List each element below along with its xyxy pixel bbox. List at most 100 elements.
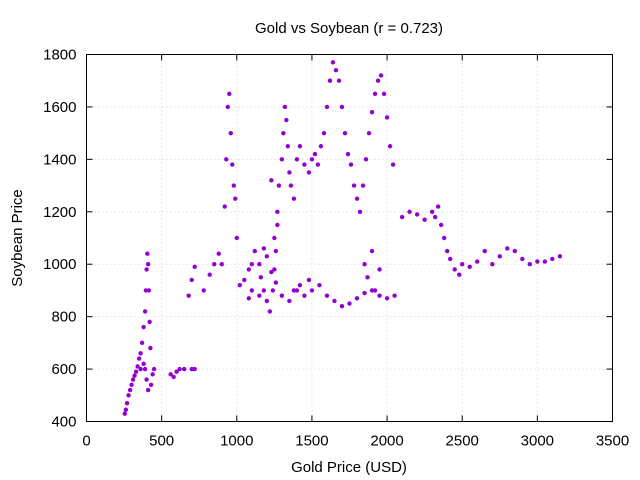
data-point: [535, 259, 540, 264]
data-point: [366, 130, 372, 136]
data-point: [123, 407, 129, 412]
data-point: [297, 282, 303, 288]
data-point: [287, 298, 292, 304]
data-point: [227, 91, 232, 97]
data-point: [272, 267, 277, 272]
data-point: [363, 157, 369, 162]
data-point: [348, 162, 354, 167]
data-point: [381, 91, 387, 97]
data-point: [233, 196, 238, 201]
data-point: [441, 235, 447, 241]
data-point: [482, 248, 487, 254]
data-point: [527, 262, 533, 267]
data-point: [447, 256, 453, 262]
data-point: [219, 262, 224, 267]
data-point: [146, 288, 152, 293]
y-tick-label: 800: [51, 309, 76, 326]
data-point: [212, 262, 217, 267]
data-point: [281, 130, 286, 136]
data-point: [452, 267, 457, 272]
data-point: [342, 130, 348, 136]
data-point: [467, 264, 472, 270]
data-point: [275, 209, 280, 214]
x-tick-label: 1500: [295, 433, 328, 450]
data-point: [141, 324, 146, 330]
data-point: [317, 282, 322, 288]
data-point: [249, 262, 255, 267]
data-point: [201, 288, 206, 293]
data-point: [512, 248, 518, 254]
data-point: [557, 254, 563, 259]
data-point: [354, 196, 360, 201]
data-point: [135, 364, 140, 369]
x-tick-label: 500: [149, 433, 174, 450]
data-point: [302, 162, 307, 167]
data-point: [321, 130, 327, 136]
data-point: [336, 78, 342, 83]
y-tick-label: 1600: [43, 99, 76, 116]
data-point: [270, 288, 276, 293]
data-point: [273, 248, 279, 254]
data-point: [384, 115, 390, 120]
data-point: [520, 256, 525, 262]
y-tick-label: 1400: [43, 151, 76, 168]
data-point: [258, 275, 264, 280]
data-point: [177, 366, 182, 372]
data-point: [279, 293, 285, 298]
data-point: [375, 78, 381, 83]
data-point: [497, 254, 502, 259]
data-point: [189, 366, 194, 372]
grid: [86, 54, 613, 422]
data-point: [192, 366, 197, 372]
data-point: [228, 130, 233, 136]
data-point: [384, 296, 390, 301]
data-point: [124, 400, 130, 406]
data-point: [145, 251, 150, 256]
data-point: [249, 288, 255, 293]
data-point: [294, 288, 300, 293]
data-point: [438, 222, 444, 228]
data-point: [181, 366, 187, 372]
data-point: [365, 275, 370, 280]
data-point: [168, 372, 173, 377]
data-point: [306, 170, 312, 175]
data-point: [378, 73, 384, 78]
axis-ticks: 0 500 1000 1500 2000 2500 3000 3500 400 600 800 100…: [43, 47, 629, 450]
data-point: [330, 60, 336, 65]
data-point: [269, 178, 274, 183]
data-point: [354, 296, 360, 301]
y-tick-label: 600: [51, 361, 76, 378]
data-point: [287, 170, 292, 175]
y-axis-label: Soybean Price: [9, 189, 26, 287]
data-point: [390, 162, 396, 167]
data-point: [284, 117, 289, 123]
data-point: [444, 248, 450, 254]
data-point: [362, 262, 367, 267]
data-point: [324, 104, 330, 110]
data-point: [306, 277, 312, 283]
data-point: [230, 162, 235, 167]
y-tick-label: 400: [51, 414, 76, 431]
data-point: [414, 212, 420, 217]
data-point: [345, 151, 351, 157]
data-point: [327, 78, 333, 83]
data-point: [357, 209, 363, 214]
y-tick-label: 1000: [43, 256, 76, 273]
data-point: [122, 411, 128, 416]
data-point: [189, 277, 194, 283]
data-point: [132, 373, 137, 378]
data-point: [257, 262, 262, 267]
data-point: [171, 374, 176, 380]
data-point: [127, 387, 133, 393]
data-point: [224, 157, 229, 162]
data-point: [144, 377, 149, 382]
data-point: [174, 369, 179, 374]
data-point: [261, 288, 267, 293]
data-point: [267, 309, 273, 314]
x-tick-label: 3000: [521, 433, 554, 450]
data-point: [369, 248, 375, 254]
data-point: [246, 267, 252, 272]
x-axis-label: Gold Price (USD): [291, 459, 407, 476]
y-tick-label: 1200: [43, 204, 76, 221]
